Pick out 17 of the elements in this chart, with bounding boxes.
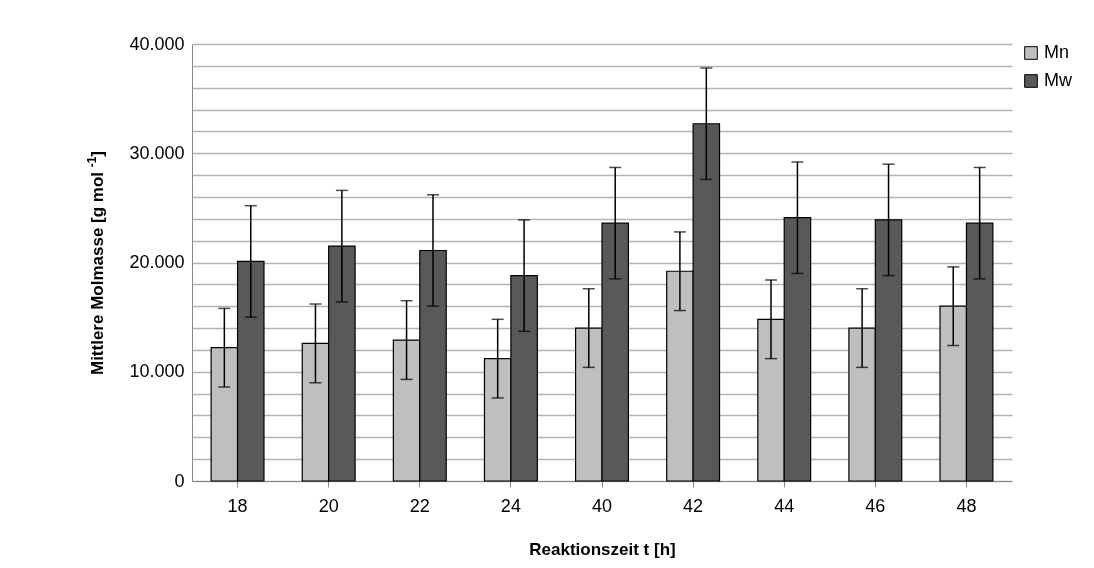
y-tick-label: 40.000 <box>129 33 185 54</box>
x-tick-label: 44 <box>774 495 795 516</box>
x-tick-label: 46 <box>865 495 886 516</box>
y-tick-label: 30.000 <box>129 142 185 163</box>
y-tick-label: 0 <box>174 470 185 491</box>
x-tick-label: 20 <box>318 495 339 516</box>
x-axis-title: Reaktionszeit t [h] <box>529 539 676 559</box>
x-tick-label: 48 <box>956 495 977 516</box>
x-tick-label: 22 <box>409 495 430 516</box>
y-tick-label: 10.000 <box>129 361 185 382</box>
x-tick-label: 24 <box>500 495 521 516</box>
x-tick-label: 18 <box>227 495 248 516</box>
y-tick-label: 20.000 <box>129 252 185 272</box>
x-tick-label: 40 <box>591 495 613 516</box>
legend-label: Mn <box>1044 42 1070 62</box>
legend-label: Mw <box>1044 70 1073 90</box>
x-tick-label: 42 <box>683 495 704 516</box>
